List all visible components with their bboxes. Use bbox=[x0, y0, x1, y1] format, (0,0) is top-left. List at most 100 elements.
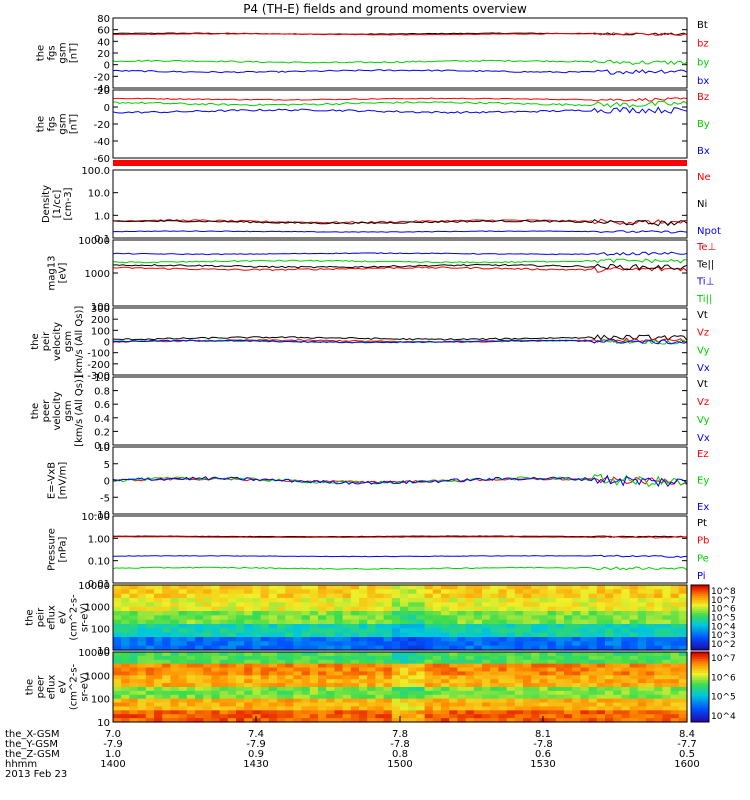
heatmap-cell bbox=[383, 641, 393, 647]
heatmap-cell bbox=[432, 632, 442, 638]
heatmap-cell bbox=[523, 694, 532, 700]
heatmap-cell bbox=[449, 667, 458, 673]
heatmap-cell bbox=[277, 702, 286, 708]
heatmap-cell bbox=[318, 687, 327, 692]
heatmap-cell bbox=[154, 624, 163, 629]
heatmap-cell bbox=[441, 706, 450, 711]
heatmap-cell bbox=[432, 641, 442, 647]
heatmap-cell bbox=[662, 602, 672, 608]
heatmap-cell bbox=[186, 690, 196, 696]
heatmap-cell bbox=[555, 611, 565, 616]
heatmap-cell bbox=[670, 611, 680, 616]
heatmap-cell bbox=[162, 675, 171, 680]
heatmap-cell bbox=[145, 619, 155, 625]
heatmap-cell bbox=[350, 671, 360, 676]
heatmap-cell bbox=[654, 585, 663, 590]
heatmap-cell bbox=[408, 611, 417, 616]
heatmap-cell bbox=[145, 598, 155, 603]
heatmap-cell bbox=[572, 637, 581, 642]
heatmap-cell bbox=[662, 718, 672, 723]
heatmap-cell bbox=[301, 589, 311, 595]
heatmap-cell bbox=[375, 593, 385, 599]
heatmap-cell bbox=[490, 602, 499, 608]
heatmap-cell bbox=[359, 593, 368, 599]
heatmap-cell bbox=[129, 655, 139, 661]
heatmap-cell bbox=[555, 706, 565, 711]
heatmap-cell bbox=[588, 652, 598, 657]
heatmap-cell bbox=[572, 698, 581, 704]
colorbar-segment bbox=[691, 641, 709, 644]
heatmap-cell bbox=[359, 659, 368, 665]
heatmap-cell bbox=[498, 702, 508, 708]
series-line-Vx bbox=[112, 338, 688, 345]
heatmap-cell bbox=[564, 706, 573, 711]
heatmap-cell bbox=[236, 598, 245, 603]
heatmap-cell bbox=[285, 624, 294, 629]
heatmap-cell bbox=[580, 667, 590, 673]
heatmap-cell bbox=[605, 611, 614, 616]
heatmap-cell bbox=[678, 645, 688, 651]
heatmap-cell bbox=[490, 706, 499, 711]
heatmap-cell bbox=[145, 645, 155, 651]
colorbar-segment bbox=[691, 654, 709, 658]
y-tick-label: 1.00 bbox=[88, 534, 110, 545]
heatmap-cell bbox=[621, 598, 631, 603]
heatmap-cell bbox=[211, 687, 221, 692]
heatmap-cell bbox=[244, 702, 253, 708]
heatmap-cell bbox=[629, 598, 639, 603]
heatmap-cell bbox=[326, 645, 335, 651]
heatmap-cell bbox=[285, 702, 294, 708]
heatmap-cell bbox=[424, 718, 434, 723]
heatmap-cell bbox=[186, 606, 196, 612]
heatmap-cell bbox=[531, 698, 540, 704]
heatmap-cell bbox=[670, 615, 680, 621]
heatmap-cell bbox=[350, 624, 360, 629]
heatmap-cell bbox=[309, 602, 319, 608]
legend-Pt: Pt bbox=[697, 518, 707, 529]
heatmap-cell bbox=[449, 585, 458, 590]
heatmap-cell bbox=[572, 671, 581, 676]
heatmap-cell bbox=[375, 694, 385, 700]
heatmap-cell bbox=[334, 718, 344, 723]
heatmap-cell bbox=[605, 606, 614, 612]
x-axis-row-label: the_Z-GSM bbox=[5, 749, 60, 760]
heatmap-cell bbox=[285, 598, 294, 603]
heatmap-cell bbox=[129, 702, 139, 708]
heatmap-cell bbox=[285, 615, 294, 621]
heatmap-cell bbox=[137, 593, 147, 599]
heatmap-cell bbox=[482, 671, 491, 676]
heatmap-cell bbox=[670, 710, 680, 715]
heatmap-cell bbox=[252, 637, 262, 642]
heatmap-cell bbox=[113, 602, 122, 608]
heatmap-cell bbox=[326, 702, 335, 708]
heatmap-cell bbox=[334, 675, 344, 680]
heatmap-cell bbox=[580, 718, 590, 723]
heatmap-cell bbox=[162, 659, 171, 665]
heatmap-cell bbox=[523, 667, 532, 673]
y-tick-label: 20 bbox=[97, 86, 110, 97]
series-line-Ti⊥ bbox=[112, 251, 688, 256]
heatmap-cell bbox=[154, 628, 163, 634]
legend-Te⊥: Te⊥ bbox=[696, 242, 716, 253]
heatmap-cell bbox=[416, 652, 426, 657]
heatmap-cell bbox=[498, 598, 508, 603]
heatmap-cell bbox=[309, 589, 319, 595]
heatmap-cell bbox=[219, 687, 229, 692]
heatmap-cell bbox=[498, 714, 508, 719]
colorbar-segment bbox=[691, 701, 709, 704]
heatmap-cell bbox=[514, 718, 524, 723]
colorbar-segment bbox=[691, 698, 709, 702]
heatmap-cell bbox=[195, 679, 204, 684]
heatmap-cell bbox=[121, 659, 130, 665]
colorbar-segment bbox=[691, 687, 709, 690]
heatmap-cell bbox=[514, 683, 524, 688]
heatmap-cell bbox=[367, 637, 376, 642]
heatmap-cell bbox=[424, 615, 434, 621]
heatmap-cell bbox=[145, 655, 155, 661]
heatmap-cell bbox=[596, 593, 606, 599]
heatmap-cell bbox=[646, 598, 655, 603]
heatmap-cell bbox=[539, 667, 549, 673]
heatmap-cell bbox=[465, 593, 475, 599]
heatmap-cell bbox=[154, 652, 163, 657]
heatmap-cell bbox=[588, 710, 598, 715]
